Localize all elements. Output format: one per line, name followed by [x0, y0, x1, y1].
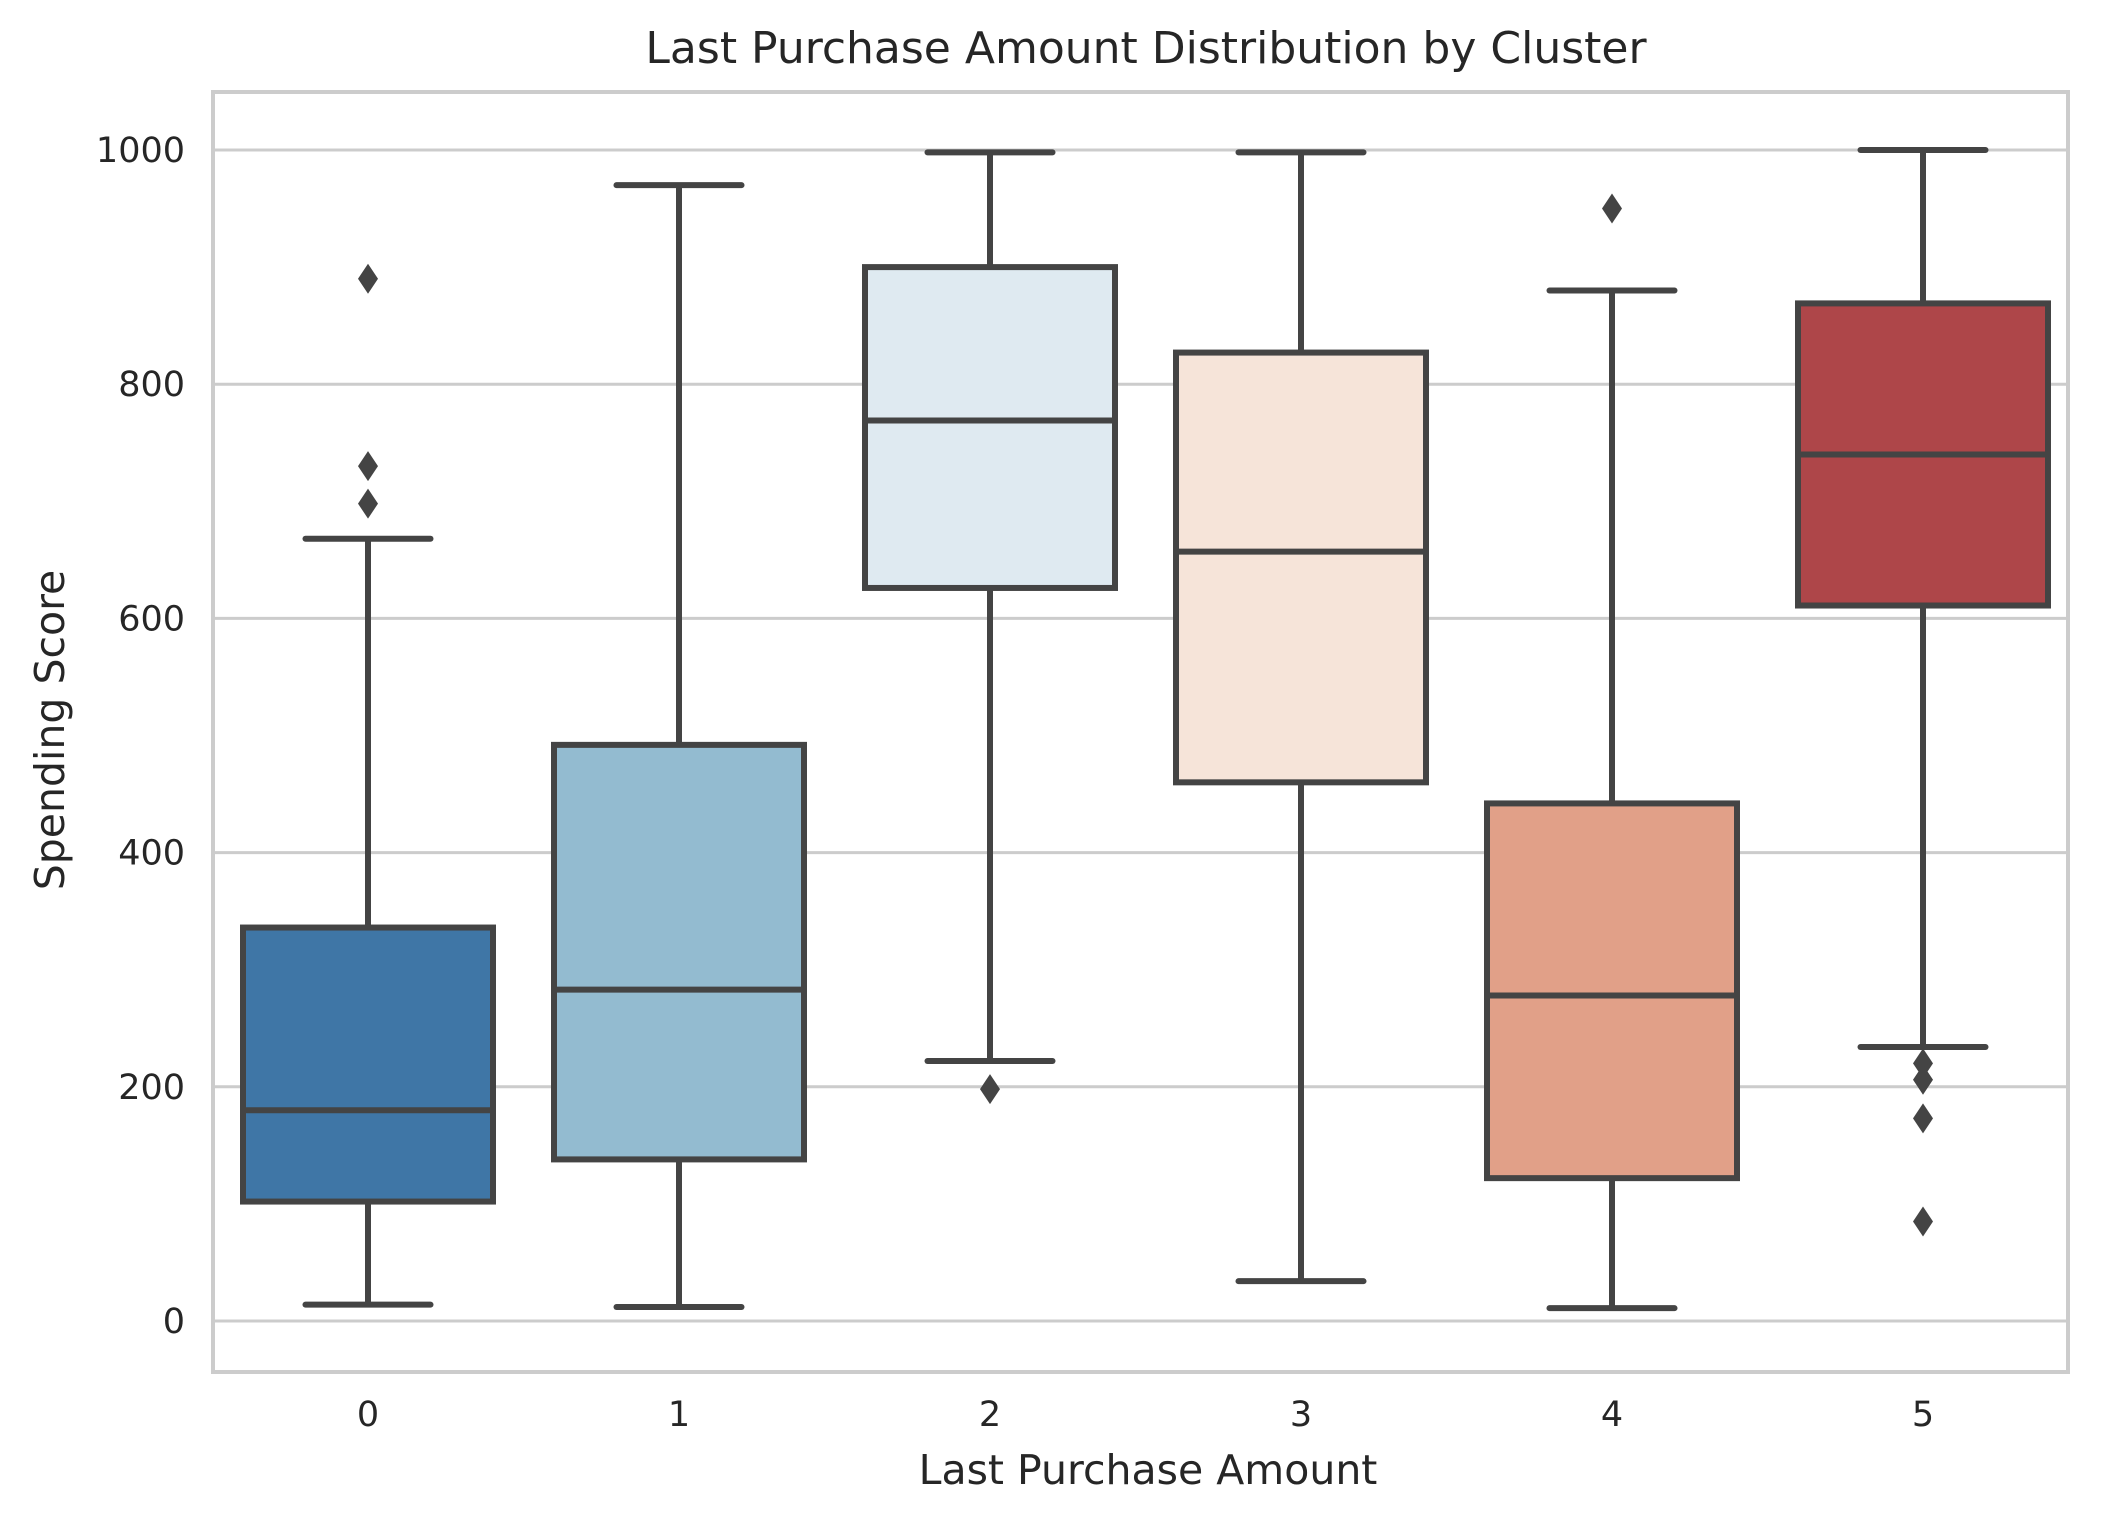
outlier-point-0-2 — [358, 263, 378, 294]
x-tick-label-4: 4 — [1601, 1395, 1623, 1435]
box-cluster-4 — [1484, 193, 1740, 1312]
y-tick-label-200: 200 — [118, 1068, 185, 1108]
plot-frame — [211, 90, 2070, 1374]
y-tick-label-1000: 1000 — [96, 131, 185, 171]
y-tick-label-800: 800 — [118, 365, 185, 405]
box-cluster-1 — [551, 182, 807, 1310]
x-tick-label-1: 1 — [668, 1395, 690, 1435]
iqr-box-1 — [551, 741, 807, 1163]
box-cluster-2 — [862, 149, 1118, 1105]
box-cluster-3 — [1173, 149, 1429, 1285]
iqr-box-4 — [1484, 800, 1740, 1182]
outlier-point-5-3 — [1913, 1048, 1933, 1079]
tick-labels: 0 200 400 600 800 1000 0 1 2 3 4 5 — [96, 131, 1934, 1435]
outlier-point-2-0 — [980, 1074, 1000, 1105]
outlier-point-5-1 — [1913, 1103, 1933, 1134]
outlier-point-0-1 — [358, 451, 378, 482]
boxes — [240, 147, 2051, 1312]
x-tick-label-5: 5 — [1912, 1395, 1934, 1435]
chart-title: Last Purchase Amount Distribution by Clu… — [645, 23, 1647, 74]
x-tick-label-0: 0 — [357, 1395, 379, 1435]
y-tick-label-0: 0 — [163, 1302, 185, 1342]
x-tick-label-3: 3 — [1290, 1395, 1312, 1435]
x-tick-label-2: 2 — [979, 1395, 1001, 1435]
box-cluster-5 — [1795, 147, 2051, 1237]
outlier-point-5-0 — [1913, 1206, 1933, 1237]
outlier-point-5-2 — [1913, 1064, 1933, 1095]
iqr-box-3 — [1173, 349, 1429, 786]
box-cluster-0 — [240, 263, 496, 1308]
grid-lines — [213, 148, 2068, 1323]
outlier-point-0-0 — [358, 488, 378, 519]
x-axis-label: Last Purchase Amount — [919, 1446, 1378, 1494]
iqr-box-2 — [862, 264, 1118, 591]
outlier-point-4-0 — [1602, 193, 1622, 224]
iqr-box-0 — [240, 924, 496, 1205]
y-tick-label-400: 400 — [118, 834, 185, 874]
y-axis-label: Spending Score — [26, 570, 74, 891]
y-tick-label-600: 600 — [118, 599, 185, 639]
